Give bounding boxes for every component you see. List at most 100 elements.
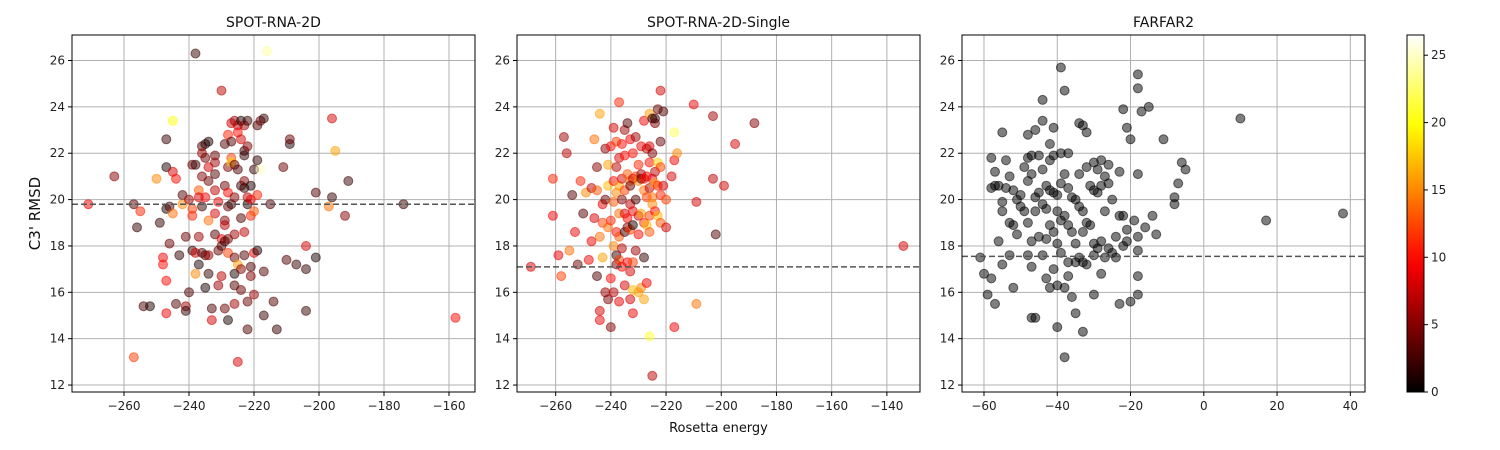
data-point bbox=[301, 241, 311, 251]
data-point bbox=[1096, 268, 1107, 279]
data-point bbox=[1055, 178, 1066, 189]
data-point bbox=[132, 222, 142, 233]
data-point bbox=[216, 85, 227, 96]
x-axis-label: Rosetta energy bbox=[669, 421, 768, 436]
y-tick-label: 20 bbox=[495, 193, 510, 207]
data-point bbox=[164, 238, 175, 249]
data-point bbox=[592, 162, 602, 173]
y-tick-label: 12 bbox=[495, 378, 510, 392]
y-tick-label: 26 bbox=[50, 54, 65, 68]
data-point bbox=[154, 217, 165, 228]
data-point bbox=[625, 266, 636, 277]
data-point bbox=[547, 173, 558, 184]
y-tick-label: 14 bbox=[50, 332, 65, 346]
data-point bbox=[1037, 94, 1048, 105]
data-point bbox=[639, 294, 649, 305]
x-tick-label: 20 bbox=[1269, 399, 1284, 413]
data-point bbox=[669, 127, 680, 138]
data-point bbox=[608, 122, 619, 133]
data-point bbox=[547, 210, 558, 221]
data-point bbox=[594, 305, 605, 316]
y-tick-label: 14 bbox=[940, 332, 955, 346]
data-point bbox=[236, 213, 246, 224]
data-point bbox=[1235, 113, 1246, 124]
data-point bbox=[203, 176, 214, 186]
data-point bbox=[343, 176, 354, 186]
x-tick-label: −40 bbox=[1045, 399, 1070, 413]
data-point bbox=[592, 271, 602, 282]
colorbar-tick-label: 10 bbox=[1431, 250, 1446, 264]
data-point bbox=[223, 315, 233, 326]
colorbar-tick-label: 0 bbox=[1431, 385, 1439, 399]
data-point bbox=[1063, 148, 1074, 159]
data-point bbox=[180, 305, 191, 316]
data-point bbox=[135, 206, 146, 217]
data-point bbox=[1037, 250, 1048, 261]
data-point bbox=[993, 236, 1004, 247]
data-point bbox=[578, 208, 589, 219]
data-point bbox=[1037, 115, 1048, 126]
data-point bbox=[1026, 236, 1037, 247]
data-point bbox=[161, 134, 172, 145]
data-point bbox=[616, 194, 627, 205]
data-point bbox=[1261, 215, 1272, 226]
data-point bbox=[1022, 129, 1033, 140]
data-point bbox=[1132, 169, 1143, 180]
colorbar-tick-label: 5 bbox=[1431, 318, 1439, 332]
data-point bbox=[572, 259, 583, 270]
data-point bbox=[636, 208, 647, 219]
panel-spot-rna-2d: −260 −240 −220 −200 −180 −160 12 14 16 18 20 22 24 26… bbox=[26, 15, 476, 413]
data-point bbox=[589, 213, 600, 224]
data-point bbox=[226, 136, 237, 147]
data-point bbox=[1037, 164, 1048, 175]
y-tick-label: 26 bbox=[940, 54, 955, 68]
data-point bbox=[661, 194, 672, 205]
data-point bbox=[232, 356, 243, 367]
data-point bbox=[564, 245, 575, 256]
data-point bbox=[1008, 185, 1019, 196]
data-point bbox=[262, 46, 272, 57]
data-point bbox=[1012, 229, 1022, 240]
x-tick-label: −60 bbox=[971, 399, 996, 413]
data-point bbox=[691, 298, 702, 309]
data-point bbox=[1110, 231, 1121, 242]
data-point bbox=[1099, 206, 1110, 217]
data-point bbox=[997, 259, 1008, 270]
x-tick-label: −200 bbox=[303, 399, 336, 413]
data-point bbox=[605, 273, 616, 284]
data-point bbox=[268, 296, 279, 307]
data-point bbox=[1033, 187, 1044, 198]
data-point bbox=[203, 268, 214, 279]
data-point bbox=[630, 245, 641, 256]
data-point bbox=[1015, 190, 1026, 200]
data-point bbox=[161, 275, 172, 286]
data-point bbox=[236, 264, 246, 275]
data-point bbox=[213, 280, 224, 291]
data-point bbox=[611, 162, 622, 173]
data-point bbox=[1041, 234, 1052, 244]
data-point bbox=[1136, 106, 1147, 117]
data-point bbox=[278, 162, 289, 173]
data-point bbox=[1063, 271, 1074, 282]
data-point bbox=[1169, 199, 1180, 210]
data-point bbox=[1052, 206, 1063, 217]
data-point bbox=[1110, 252, 1121, 263]
data-point bbox=[242, 324, 253, 335]
data-point bbox=[1048, 264, 1059, 275]
data-point bbox=[1121, 236, 1132, 247]
data-point bbox=[594, 108, 605, 119]
data-point bbox=[109, 171, 120, 182]
data-point bbox=[594, 315, 605, 326]
data-point bbox=[203, 215, 214, 226]
data-point bbox=[594, 231, 605, 242]
x-tick-label: −160 bbox=[433, 399, 466, 413]
axes-frame bbox=[961, 34, 1366, 393]
data-point bbox=[281, 254, 292, 265]
data-point bbox=[210, 208, 220, 219]
data-point bbox=[1063, 183, 1074, 193]
data-point bbox=[1030, 312, 1041, 323]
data-point bbox=[301, 264, 311, 275]
data-point bbox=[627, 220, 638, 231]
x-tick-label: −260 bbox=[108, 399, 141, 413]
data-point bbox=[203, 250, 214, 261]
